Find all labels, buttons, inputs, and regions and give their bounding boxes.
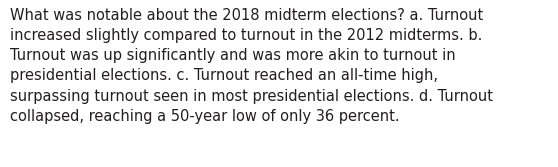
Text: What was notable about the 2018 midterm elections? a. Turnout
increased slightly: What was notable about the 2018 midterm … [10,8,493,124]
